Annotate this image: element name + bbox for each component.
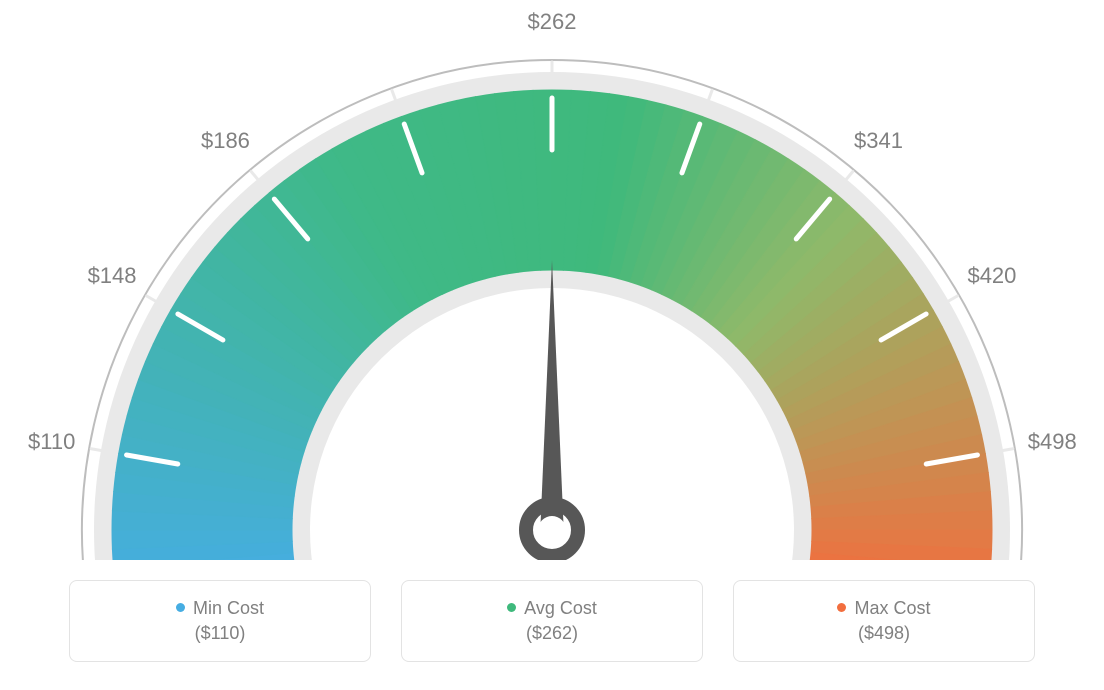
cost-gauge: $110 $148 $186 $262 $341 $420 $498 <box>0 0 1104 560</box>
legend-card-min: Min Cost ($110) <box>69 580 371 662</box>
gauge-tick-label: $498 <box>1028 429 1077 455</box>
dot-icon <box>507 603 516 612</box>
gauge-tick-label: $341 <box>854 128 903 154</box>
legend-title-avg: Avg Cost <box>507 599 597 617</box>
legend-value-avg: ($262) <box>526 623 578 644</box>
gauge-tick-label: $420 <box>967 263 1016 289</box>
legend-value-min: ($110) <box>195 623 246 644</box>
gauge-tick-label: $262 <box>528 9 577 35</box>
legend-label-max: Max Cost <box>854 599 930 617</box>
gauge-svg <box>0 0 1104 560</box>
legend-row: Min Cost ($110) Avg Cost ($262) Max Cost… <box>0 580 1104 662</box>
legend-title-max: Max Cost <box>837 599 930 617</box>
legend-label-min: Min Cost <box>193 599 264 617</box>
legend-card-avg: Avg Cost ($262) <box>401 580 703 662</box>
gauge-tick-label: $110 <box>28 429 75 455</box>
gauge-tick-label: $186 <box>201 128 250 154</box>
legend-label-avg: Avg Cost <box>524 599 597 617</box>
legend-value-max: ($498) <box>858 623 910 644</box>
gauge-tick-label: $148 <box>88 263 137 289</box>
dot-icon <box>837 603 846 612</box>
legend-title-min: Min Cost <box>176 599 264 617</box>
dot-icon <box>176 603 185 612</box>
legend-card-max: Max Cost ($498) <box>733 580 1035 662</box>
